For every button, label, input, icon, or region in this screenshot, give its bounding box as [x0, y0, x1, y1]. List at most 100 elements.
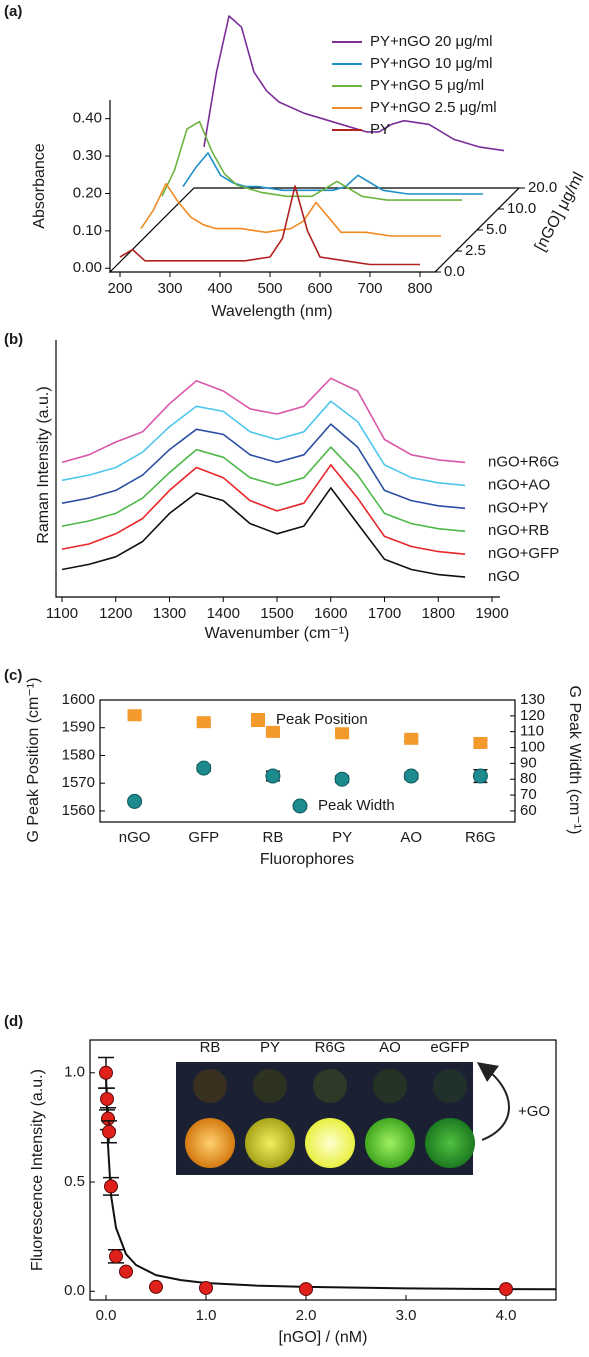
y-tick-label: 0.00 — [73, 259, 102, 276]
y-tick-label: 1560 — [62, 802, 95, 819]
marker — [109, 1249, 123, 1264]
marker — [265, 768, 281, 784]
series-label: nGO+R6G — [488, 453, 559, 470]
y-tick-label: 1580 — [62, 746, 95, 763]
x-tick-label: 1200 — [99, 605, 132, 622]
marker — [99, 1065, 113, 1080]
marker — [299, 1282, 313, 1297]
x-tick-label: nGO — [119, 829, 151, 846]
marker — [334, 771, 350, 787]
y2-tick-label: 70 — [520, 786, 537, 803]
y2-tick-label: 120 — [520, 707, 545, 724]
marker — [149, 1279, 163, 1294]
y2-tick-label: 100 — [520, 739, 545, 756]
marker — [473, 736, 488, 749]
marker — [499, 1282, 513, 1297]
inset-label: R6G — [315, 1039, 346, 1056]
axis-title: Fluorophores — [260, 851, 354, 868]
x-tick-label: 1600 — [314, 605, 347, 622]
legend-label: Peak Position — [276, 711, 368, 728]
plot-frame — [99, 699, 516, 823]
x-tick-label: R6G — [465, 829, 496, 846]
inset-label: eGFP — [430, 1039, 469, 1056]
x-tick-label: 1.0 — [196, 1307, 217, 1324]
spectrum — [61, 400, 466, 487]
y2-tick-label: 110 — [520, 723, 544, 740]
spectrum — [61, 446, 466, 533]
y2-tick-label: 60 — [520, 802, 537, 819]
marker — [101, 1111, 115, 1126]
series-label: nGO+GFP — [488, 545, 559, 562]
legend-label: PY — [370, 121, 390, 138]
x-tick-label: 600 — [307, 280, 332, 297]
spectrum — [182, 152, 483, 195]
x-tick-label: 1800 — [422, 605, 455, 622]
marker — [199, 1280, 213, 1295]
inset-label: RB — [200, 1039, 221, 1056]
y-tick-label: 1.0 — [64, 1064, 85, 1081]
z-tick-label: 2.5 — [465, 242, 486, 259]
marker — [196, 760, 212, 776]
y-tick-label: 0.10 — [73, 222, 102, 239]
spectrum — [61, 377, 466, 464]
y-tick-label: 1590 — [62, 719, 95, 736]
series-label: nGO — [488, 568, 520, 585]
legend-label: PY+nGO 5 μg/ml — [370, 77, 484, 94]
axis-title: Raman Intensity (a.u.) — [35, 386, 52, 543]
marker — [127, 793, 143, 809]
x-tick-label: PY — [332, 829, 352, 846]
axis-title: G Peak Width (cm⁻¹) — [566, 686, 583, 835]
spectrum — [140, 182, 441, 237]
y-tick-label: 1600 — [62, 691, 95, 708]
x-tick-label: 300 — [157, 280, 182, 297]
marker — [127, 709, 142, 722]
axis-title: [nGO] / (nM) — [279, 1329, 368, 1346]
spectrum — [61, 487, 466, 578]
x-tick-label: 200 — [107, 280, 132, 297]
series-label: nGO+AO — [488, 476, 550, 493]
x-tick-label: 500 — [257, 280, 282, 297]
inset-annotation: +GO — [518, 1103, 550, 1120]
x-tick-label: AO — [400, 829, 422, 846]
x-tick-label: 4.0 — [496, 1307, 517, 1324]
marker — [100, 1091, 114, 1106]
x-tick-label: 400 — [207, 280, 232, 297]
spectrum — [61, 423, 466, 510]
x-tick-label: RB — [262, 829, 283, 846]
legend-label: PY+nGO 10 μg/ml — [370, 55, 492, 72]
spectrum — [119, 185, 420, 266]
legend-label: Peak Width — [318, 797, 395, 814]
marker — [196, 716, 211, 729]
marker — [335, 727, 350, 740]
axis-title: (d) — [4, 1013, 23, 1030]
y-tick-label: 1570 — [62, 774, 95, 791]
inset-photo — [176, 1062, 510, 1175]
axis-title: (b) — [4, 331, 23, 348]
y-tick-label: 0.20 — [73, 184, 102, 201]
x-tick-label: 2.0 — [296, 1307, 317, 1324]
legend-label: PY+nGO 20 μg/ml — [370, 33, 492, 50]
axis-title: Fluorescence Intensity (a.u.) — [29, 1069, 46, 1271]
z-tick-label: 10.0 — [507, 200, 536, 217]
inset-label: AO — [379, 1039, 401, 1056]
marker — [104, 1179, 118, 1194]
y2-tick-label: 130 — [520, 691, 545, 708]
series-label: nGO+RB — [488, 522, 549, 539]
legend-swatch — [251, 713, 265, 727]
z-tick-label: 20.0 — [528, 179, 557, 196]
axes — [55, 340, 500, 598]
y-tick-label: 0.5 — [64, 1173, 85, 1190]
series-label: nGO+PY — [488, 499, 548, 516]
x-tick-label: 1500 — [260, 605, 293, 622]
y2-tick-label: 80 — [520, 770, 537, 787]
x-tick-label: 0.0 — [96, 1307, 117, 1324]
marker — [403, 768, 419, 784]
x-tick-label: GFP — [188, 829, 219, 846]
x-tick-label: 1300 — [153, 605, 186, 622]
marker — [102, 1124, 116, 1139]
axis-title: G Peak Position (cm⁻¹) — [25, 678, 42, 843]
inset-label: PY — [260, 1039, 280, 1056]
axis-title: Wavenumber (cm⁻¹) — [205, 625, 350, 642]
z-tick-label: 5.0 — [486, 221, 507, 238]
